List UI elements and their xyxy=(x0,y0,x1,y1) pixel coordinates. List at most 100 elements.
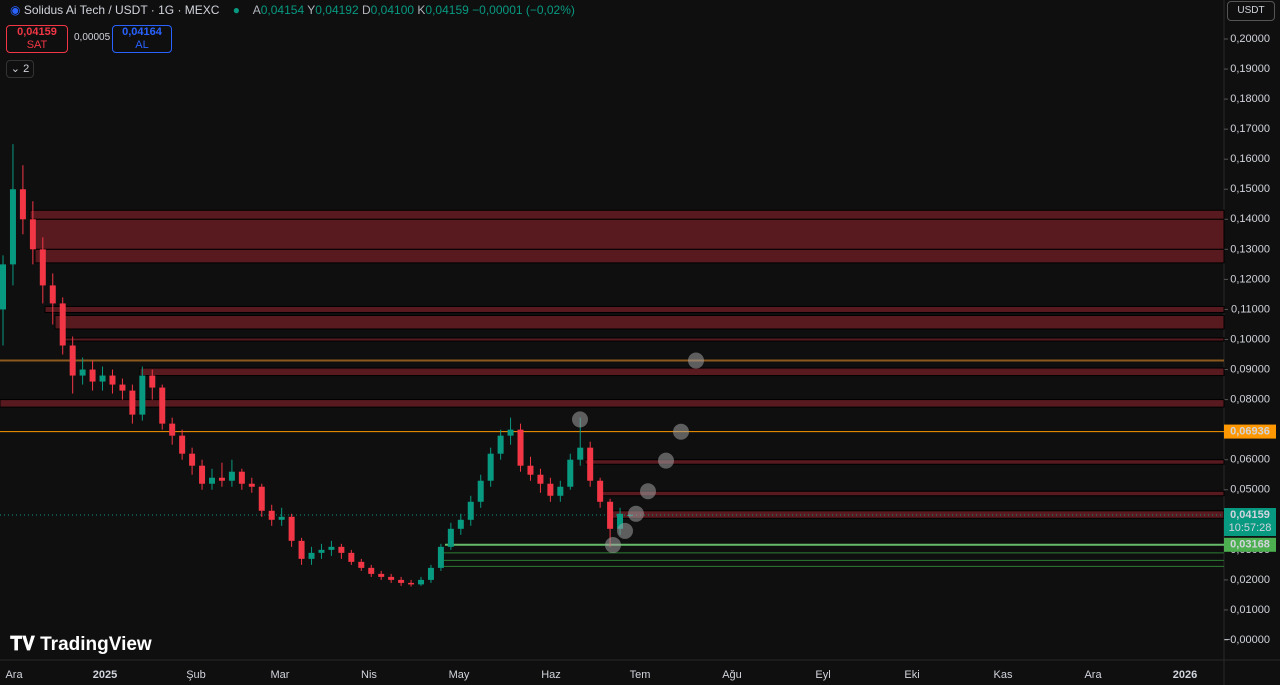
countdown: 10:57:28 xyxy=(1229,522,1272,534)
y-tick-label: 0,17000 xyxy=(1230,123,1270,135)
y-tick-label: 0,14000 xyxy=(1230,213,1270,225)
projection-point xyxy=(572,411,588,428)
candle-body xyxy=(577,447,584,460)
candle-body xyxy=(169,423,176,436)
candle-body xyxy=(487,453,494,481)
x-tick-label: Tem xyxy=(630,669,651,681)
candle-body xyxy=(179,435,186,454)
projection-point xyxy=(628,505,644,522)
sell-button[interactable]: 0,04159 SAT xyxy=(6,25,68,53)
logo: 𝐓𝐕 TradingView xyxy=(10,634,152,656)
candle-body xyxy=(298,540,305,559)
candle-body xyxy=(527,465,534,475)
candle-body xyxy=(408,582,415,585)
x-tick-label: Kas xyxy=(994,669,1013,681)
candle-body xyxy=(348,552,355,562)
indicators-toggle[interactable]: ⌄ 2 xyxy=(6,60,34,78)
candle-body xyxy=(139,375,146,415)
buy-label: AL xyxy=(135,39,149,51)
currency[interactable]: USDT xyxy=(1227,1,1275,21)
candle-body xyxy=(189,453,196,466)
y-tick-label: 0,18000 xyxy=(1230,93,1270,105)
candle-body xyxy=(427,567,434,580)
symbol[interactable]: Solidus Ai Tech / USDT · 1G · MEXC xyxy=(23,3,220,17)
orange-label-box xyxy=(1224,424,1276,439)
resistance-zone xyxy=(599,490,1225,497)
sell-price: 0,04159 xyxy=(17,26,57,38)
spread: 0,00005 xyxy=(74,32,111,43)
o-label: A xyxy=(252,3,261,17)
candle-body xyxy=(378,573,385,577)
h: 0,04192 xyxy=(315,3,359,17)
candle-body xyxy=(49,285,56,304)
candle-body xyxy=(109,375,116,385)
candle-body xyxy=(587,447,594,481)
candle-body xyxy=(617,513,624,529)
candle-body xyxy=(517,429,524,466)
candle-body xyxy=(89,369,96,382)
candle-body xyxy=(398,579,405,583)
candle-body xyxy=(19,189,26,220)
resistance-zone xyxy=(44,305,1225,313)
last-price-label: 0,04159 xyxy=(1230,509,1270,521)
candle-body xyxy=(447,528,454,547)
x-tick-label: 2025 xyxy=(93,669,117,681)
logo-mark: 𝐓𝐕 xyxy=(10,634,41,655)
projection-point xyxy=(617,522,633,539)
candle-body xyxy=(258,486,265,511)
candle-body xyxy=(388,576,395,580)
y-tick-label: 0,02000 xyxy=(1230,574,1270,586)
candle-body xyxy=(268,510,275,520)
icon: ◉ xyxy=(10,3,21,17)
status-dot: ● xyxy=(232,3,241,17)
candle-body xyxy=(318,549,325,553)
last-price-label-box xyxy=(1224,508,1276,537)
y-tick-label: 0,12000 xyxy=(1230,273,1270,285)
candle-body xyxy=(29,219,36,250)
candle-body xyxy=(418,579,424,585)
l: 0,04100 xyxy=(370,3,415,17)
candle-body xyxy=(228,471,235,481)
candle-body xyxy=(0,264,6,310)
candle-body xyxy=(99,375,106,382)
candle-body xyxy=(308,552,315,559)
candle-body xyxy=(567,459,574,487)
indicators-count: 2 xyxy=(23,63,30,75)
projection-point xyxy=(640,483,656,500)
resistance-zone xyxy=(0,399,1225,408)
buy-button[interactable]: 0,04164 AL xyxy=(112,25,172,53)
c: 0,04159 xyxy=(425,3,469,17)
y-tick-label: 0,11000 xyxy=(1231,303,1270,315)
x-tick-label: Mar xyxy=(271,669,290,681)
resistance-zone xyxy=(54,314,1225,330)
candle-body xyxy=(537,474,544,484)
support-label: 0,03168 xyxy=(1230,539,1270,551)
sell-label: SAT xyxy=(26,39,48,51)
h-label: Y xyxy=(307,3,316,17)
candle-body xyxy=(557,486,564,496)
x-tick-label: Eyl xyxy=(815,669,830,681)
y-tick-label: 0,20000 xyxy=(1230,33,1270,45)
candle-body xyxy=(437,546,444,568)
c-label: K xyxy=(417,3,426,17)
y-tick-label: 0,01000 xyxy=(1230,604,1270,616)
projection-point xyxy=(688,352,704,369)
change: −0,00001 (−0,02%) xyxy=(472,3,575,17)
candle-body xyxy=(597,480,604,502)
y-tick-label: 0,15000 xyxy=(1230,183,1270,195)
candle-body xyxy=(477,480,484,502)
candle-body xyxy=(278,516,285,520)
candle-body xyxy=(248,483,255,487)
y-tick-label: 0,06000 xyxy=(1230,454,1270,466)
x-tick-label: Nis xyxy=(361,669,377,681)
support-label-box xyxy=(1224,537,1276,552)
y-tick-label: 0,16000 xyxy=(1230,153,1270,165)
projection-point xyxy=(605,537,621,554)
x-tick-label: Ara xyxy=(1084,669,1102,681)
logo-text: TradingView xyxy=(40,634,152,655)
resistance-zone xyxy=(139,367,1225,377)
candle-body xyxy=(218,477,225,481)
x-tick-label: May xyxy=(449,669,470,681)
candle-body xyxy=(199,465,206,484)
